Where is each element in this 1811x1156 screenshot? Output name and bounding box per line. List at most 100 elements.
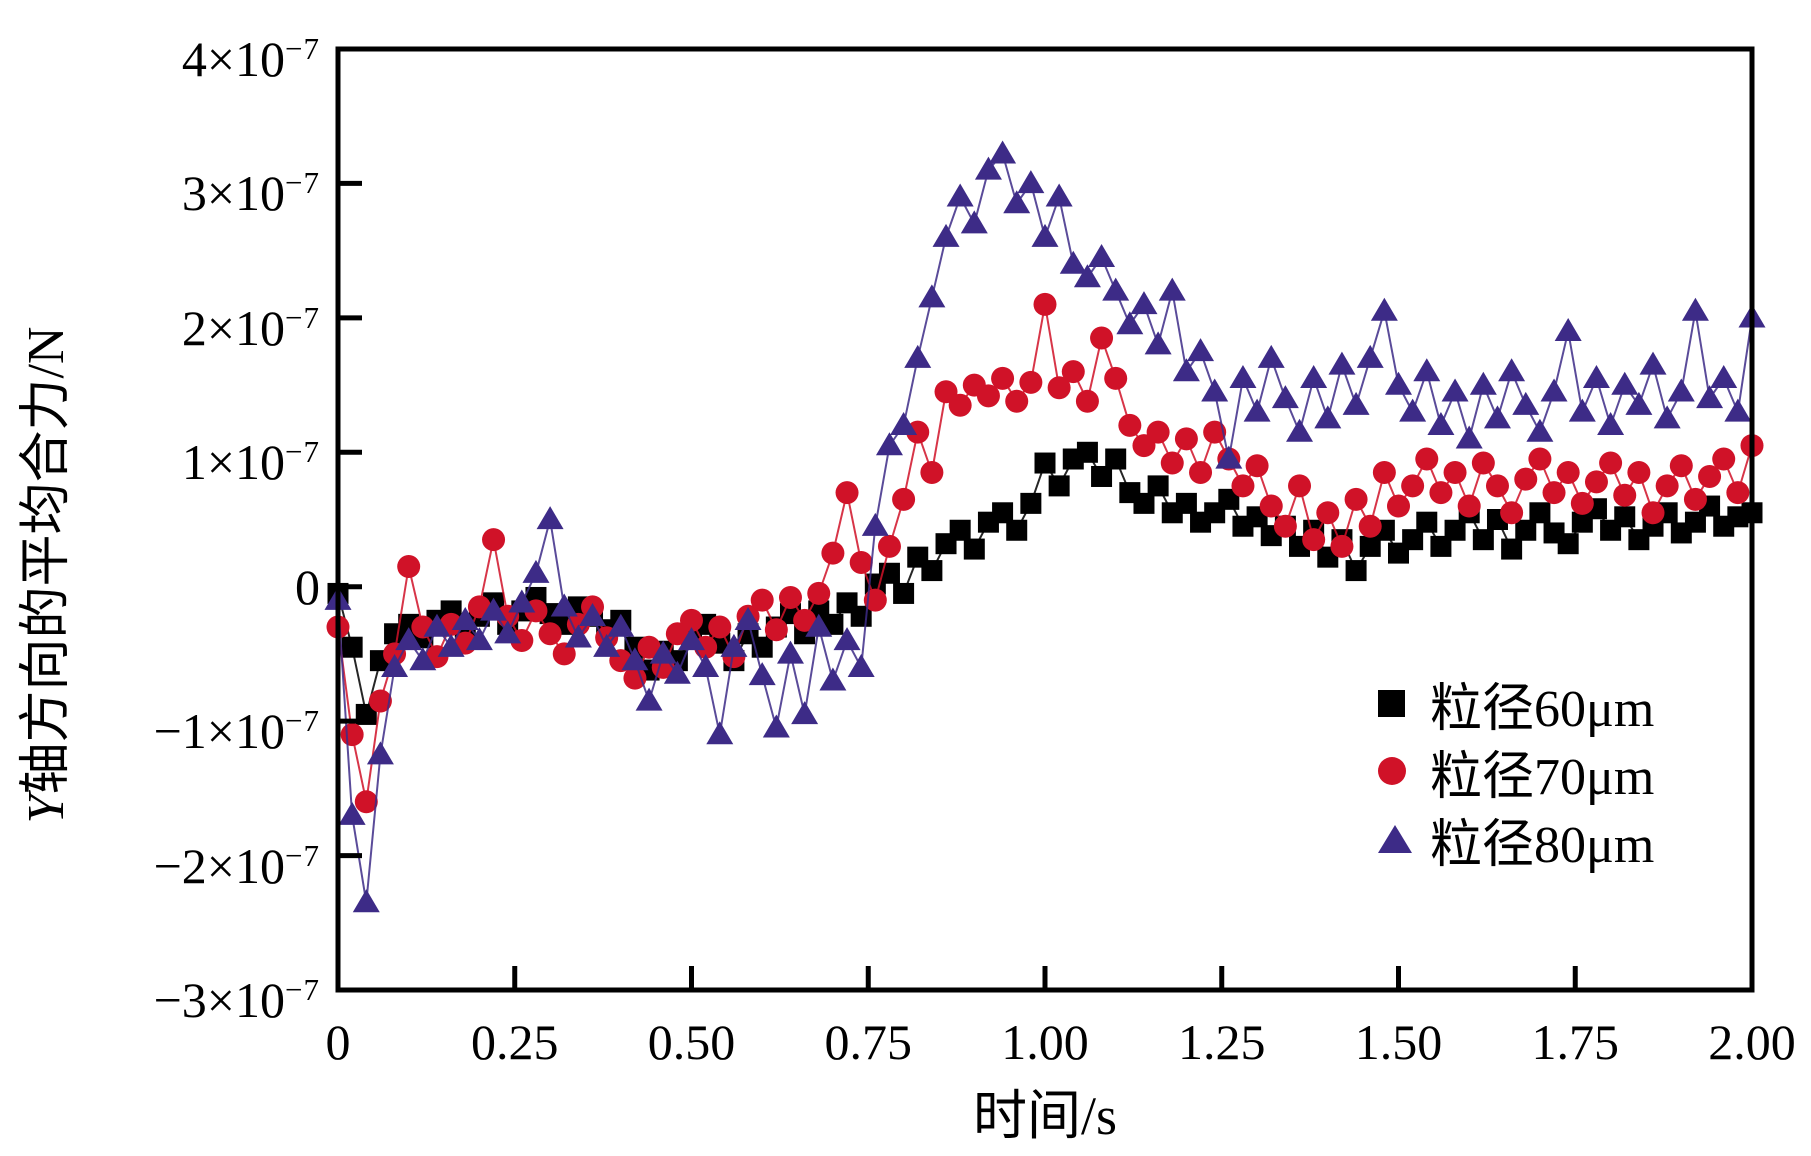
circle-marker: [1174, 427, 1198, 451]
triangle-up-marker: [1229, 365, 1257, 389]
square-marker: [1175, 492, 1197, 514]
circle-marker: [821, 541, 845, 565]
square-marker: [1684, 511, 1706, 533]
square-marker: [963, 538, 985, 560]
axes-frame-layer: [335, 46, 1755, 993]
triangle-up-marker: [974, 156, 1002, 180]
triangle-up-marker: [1625, 391, 1653, 415]
circle-marker: [340, 723, 364, 747]
triangle-up-marker: [663, 660, 691, 684]
x-tick-label: 1.75: [1531, 1014, 1620, 1070]
triangle-up-marker: [1413, 358, 1441, 382]
circle-marker: [1542, 481, 1566, 505]
triangle-up-marker: [550, 593, 578, 617]
legend-row-80um: 粒径80μm: [1378, 812, 1654, 874]
triangle-up-marker: [819, 667, 847, 691]
circle-marker: [1556, 460, 1580, 484]
triangle-up-marker: [1201, 378, 1229, 402]
triangle-up-marker: [1286, 418, 1314, 442]
circle-marker: [482, 528, 506, 552]
triangle-up-marker: [607, 613, 635, 637]
square-marker: [1472, 529, 1494, 551]
circle-marker: [1302, 528, 1326, 552]
x-tick-label: 1.50: [1354, 1014, 1443, 1070]
circle-marker: [778, 585, 802, 609]
triangle-up-marker: [522, 559, 550, 583]
circle-marker: [1698, 464, 1722, 488]
square-marker: [921, 560, 943, 582]
triangle-up-marker: [932, 223, 960, 247]
triangle-up-marker: [833, 627, 861, 651]
circle-marker: [764, 618, 788, 642]
circle-marker: [1401, 474, 1425, 498]
square-marker: [1034, 452, 1056, 474]
x-tick-label: 0.75: [824, 1014, 913, 1070]
circle-marker: [1599, 451, 1623, 475]
triangle-up-marker: [776, 640, 804, 664]
square-marker: [1402, 529, 1424, 551]
circle-marker: [538, 622, 562, 646]
y-tick-label: −1×10−7: [153, 703, 320, 760]
circle-marker: [1514, 467, 1538, 491]
y-axis-title-italic-part: Y: [18, 794, 75, 824]
square-marker: [1076, 441, 1098, 463]
circle-marker: [948, 393, 972, 417]
square-marker: [1614, 506, 1636, 528]
circle-marker: [1118, 413, 1142, 437]
triangle-up-marker: [1639, 351, 1667, 375]
circle-marker: [849, 551, 873, 575]
x-tick-label: 1.25: [1178, 1014, 1266, 1070]
circle-marker: [1005, 389, 1029, 413]
triangle-up-marker: [678, 627, 705, 651]
circle-marker: [397, 555, 421, 579]
legend-label-70um: 粒径70μm: [1430, 748, 1655, 806]
x-axis-title: 时间/s: [972, 1086, 1118, 1146]
circle-marker: [807, 581, 831, 605]
triangle-up-marker: [1399, 398, 1427, 422]
square-marker: [1105, 448, 1127, 470]
triangle-up-marker: [451, 606, 479, 630]
circle-marker: [1528, 447, 1552, 471]
circle-marker: [1372, 460, 1396, 484]
triangle-up-marker: [904, 344, 932, 368]
circle-marker: [1104, 366, 1128, 390]
circle-marker: [1669, 454, 1693, 478]
triangle-up-marker: [791, 701, 819, 725]
triangle-up-marker: [1568, 398, 1596, 422]
square-marker: [1218, 488, 1240, 510]
square-marker: [1416, 511, 1438, 533]
square-marker: [949, 519, 971, 541]
circle-marker: [1344, 487, 1368, 511]
circle-marker: [1288, 474, 1312, 498]
square-marker: [1529, 502, 1551, 524]
triangle-up-marker: [635, 687, 663, 711]
square-marker: [992, 502, 1014, 524]
triangle-up-marker: [1681, 297, 1709, 321]
circle-marker: [877, 534, 901, 558]
legend-row-60um: 粒径60μm: [1378, 676, 1654, 738]
circle-marker: [637, 635, 661, 659]
legend-label-80um: 粒径80μm: [1430, 816, 1655, 874]
triangle-up-marker: [1300, 365, 1328, 389]
triangle-up-marker: [1653, 405, 1681, 429]
y-tick-label: 0: [295, 558, 320, 615]
triangle-up-marker: [1370, 297, 1398, 321]
y-axis-title: Y轴方向的平均合力/N: [12, 170, 82, 980]
circle-marker: [1726, 481, 1750, 505]
circle-marker: [1203, 420, 1227, 444]
circle-marker: [1613, 483, 1637, 507]
circle-marker: [354, 790, 378, 814]
triangle-up-marker: [649, 640, 677, 664]
circle-marker: [920, 460, 944, 484]
square-marker: [1133, 492, 1155, 514]
circle-marker: [1047, 376, 1071, 400]
triangle-up-marker: [1526, 418, 1554, 442]
triangle-up-marker: [1427, 412, 1455, 436]
triangle-up-marker: [1144, 331, 1172, 355]
triangle-up-marker: [748, 662, 776, 686]
circle-marker: [1655, 474, 1679, 498]
legend-row-70um: 粒径70μm: [1378, 744, 1654, 806]
triangle-up-marker: [1710, 365, 1738, 389]
square-marker: [1444, 519, 1466, 541]
circle-marker: [1485, 474, 1509, 498]
